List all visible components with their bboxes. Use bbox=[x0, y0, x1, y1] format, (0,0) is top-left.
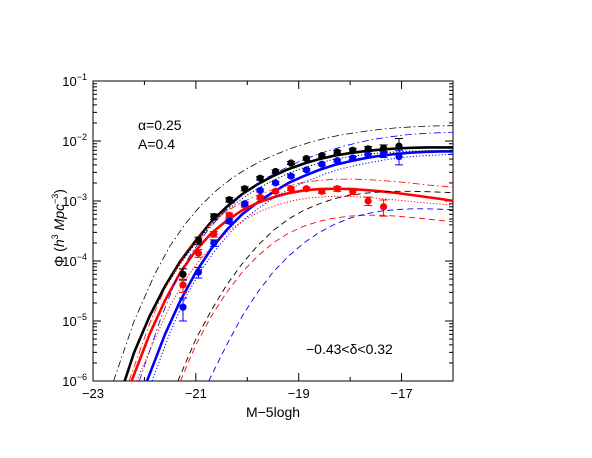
data-point bbox=[333, 148, 341, 156]
data-point bbox=[194, 268, 203, 276]
y-tick-exponent: −6 bbox=[77, 372, 87, 382]
y-tick-exponent: −3 bbox=[77, 192, 87, 202]
data-point bbox=[395, 142, 403, 150]
y-tick-base: 10 bbox=[62, 254, 76, 269]
y-tick-base: 10 bbox=[62, 194, 76, 209]
x-tick-label: −21 bbox=[185, 386, 207, 401]
data-point bbox=[194, 236, 203, 245]
x-tick-label: −19 bbox=[288, 386, 310, 401]
data-point bbox=[287, 159, 295, 167]
y-tick-exponent: −1 bbox=[77, 72, 87, 82]
data-point bbox=[287, 185, 295, 193]
y-tick-exponent: −5 bbox=[77, 312, 87, 322]
y-label-mpc: Mpc bbox=[51, 204, 67, 234]
y-tick-label: 10−5 bbox=[62, 312, 87, 329]
x-tick-label: −23 bbox=[82, 386, 104, 401]
data-point bbox=[241, 185, 249, 193]
annotation-A: A=0.4 bbox=[138, 136, 175, 152]
plot-border bbox=[92, 80, 454, 382]
y-label-open: ( bbox=[51, 247, 67, 256]
series-line-dashed bbox=[180, 214, 453, 381]
data-point bbox=[333, 185, 341, 193]
y-tick-base: 10 bbox=[62, 74, 76, 89]
x-tick-label: −17 bbox=[391, 386, 413, 401]
data-point bbox=[302, 185, 311, 193]
series-line-dotted bbox=[151, 153, 453, 381]
data-point bbox=[256, 186, 264, 195]
data-point bbox=[210, 239, 218, 247]
data-point bbox=[379, 150, 388, 158]
series-line-solid bbox=[130, 187, 453, 381]
data-point bbox=[271, 167, 280, 176]
series-line-dotted bbox=[136, 195, 453, 381]
y-tick-label: 10−2 bbox=[62, 132, 87, 149]
y-tick-base: 10 bbox=[62, 374, 76, 389]
series-curves bbox=[113, 125, 453, 381]
data-point bbox=[271, 187, 280, 195]
data-point bbox=[287, 172, 295, 180]
data-point bbox=[395, 152, 403, 161]
data-point bbox=[271, 179, 280, 187]
x-axis-label: M−5logh bbox=[246, 404, 300, 420]
series-line-dashed bbox=[177, 190, 453, 381]
data-point bbox=[318, 160, 326, 168]
series-line-dashdot bbox=[138, 131, 453, 381]
y-tick-label: 10−3 bbox=[62, 192, 87, 209]
y-tick-base: 10 bbox=[62, 134, 76, 149]
annotation-range: −0.43<δ<0.32 bbox=[306, 341, 393, 357]
y-tick-label: 10−1 bbox=[62, 72, 87, 89]
y-tick-exponent: −4 bbox=[77, 252, 87, 262]
plot-frame bbox=[92, 80, 454, 382]
data-point bbox=[379, 144, 388, 152]
data-point bbox=[210, 230, 218, 238]
series-line-dashdot bbox=[128, 178, 453, 381]
data-point bbox=[333, 157, 341, 165]
data-point bbox=[349, 187, 357, 195]
y-tick-label: 10−4 bbox=[62, 252, 87, 269]
series-line-dashdot bbox=[113, 125, 453, 381]
series-line-dotted bbox=[123, 150, 453, 381]
y-label-h: h bbox=[51, 239, 67, 247]
y-label-close: ) bbox=[51, 189, 67, 194]
data-point bbox=[364, 197, 372, 205]
data-point bbox=[349, 146, 357, 154]
annotation-alpha: α=0.25 bbox=[138, 117, 182, 133]
data-point bbox=[302, 166, 311, 174]
data-point bbox=[194, 249, 203, 257]
data-point bbox=[364, 145, 372, 153]
y-axis-label: Φ (h3 Mpc−3) bbox=[50, 189, 67, 267]
data-point bbox=[318, 152, 326, 160]
data-point bbox=[256, 174, 264, 182]
series-points bbox=[179, 138, 403, 322]
y-label-mpc-exp: −3 bbox=[50, 194, 60, 204]
y-label-h-exp: 3 bbox=[50, 234, 60, 239]
data-point bbox=[225, 217, 233, 225]
y-tick-label: 10−6 bbox=[62, 372, 87, 389]
data-point bbox=[179, 270, 187, 278]
data-point bbox=[364, 151, 372, 159]
y-label-symbol: Φ bbox=[51, 256, 67, 267]
data-point bbox=[210, 212, 218, 221]
data-point bbox=[225, 211, 233, 219]
data-point bbox=[318, 187, 326, 195]
data-point bbox=[241, 200, 249, 208]
data-point bbox=[379, 203, 388, 211]
data-point bbox=[179, 303, 187, 311]
y-tick-exponent: −2 bbox=[77, 132, 87, 142]
data-point bbox=[349, 154, 357, 162]
series-line-solid bbox=[145, 150, 453, 381]
data-point bbox=[302, 154, 311, 163]
data-point bbox=[256, 193, 264, 201]
y-tick-base: 10 bbox=[62, 314, 76, 329]
data-point bbox=[225, 196, 233, 204]
data-point bbox=[179, 281, 187, 289]
